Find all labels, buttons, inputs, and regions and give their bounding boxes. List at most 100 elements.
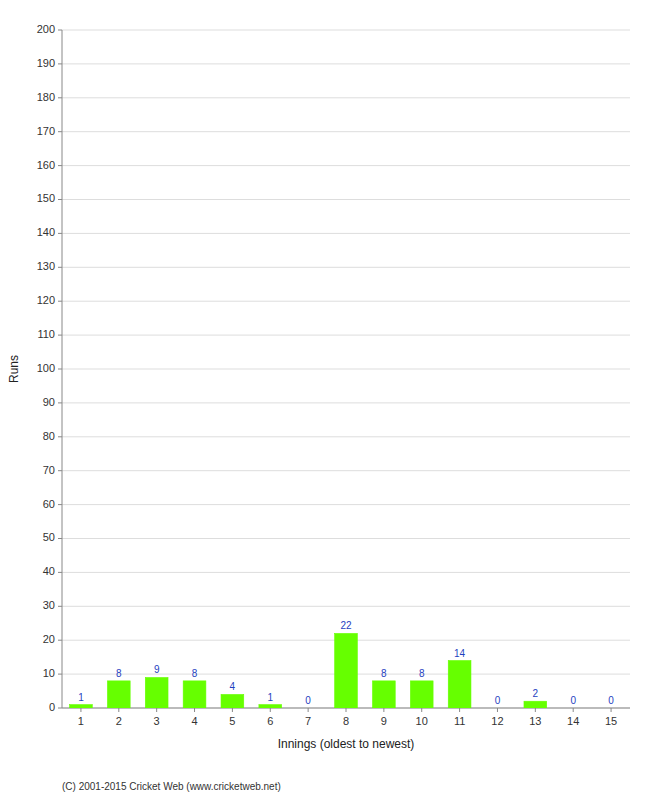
x-tick-label: 12 [491,715,503,727]
data-label: 8 [116,668,122,679]
grid-line [62,538,630,539]
chart-container: 0102030405060708090100110120130140150160… [0,0,650,800]
bar [183,681,206,708]
y-tick-label: 120 [37,294,55,306]
x-tick-label: 9 [381,715,387,727]
y-tick-label: 50 [43,531,55,543]
chart: 0102030405060708090100110120130140150160… [0,0,650,800]
y-tick-label: 140 [37,226,55,238]
x-tick [573,708,574,712]
bar [145,677,168,708]
x-tick [611,708,612,712]
bar [410,681,433,708]
grid [62,30,630,708]
x-axis-label: Innings (oldest to newest) [278,737,415,751]
y-tick [58,30,62,31]
y-tick [58,63,62,64]
x-tick [459,708,460,712]
bar [70,705,93,708]
x-tick-label: 1 [78,715,84,727]
grid-line [62,301,630,302]
y-tick [58,301,62,302]
bars [70,633,547,708]
x-tick [194,708,195,712]
x-tick [156,708,157,712]
y-tick [58,199,62,200]
y-tick [58,674,62,675]
x-tick-label: 15 [605,715,617,727]
data-label: 8 [192,668,198,679]
data-label: 0 [305,695,311,706]
bar [335,633,358,708]
x-tick [308,708,309,712]
bar [297,708,320,709]
grid-line [62,572,630,573]
grid-line [62,470,630,471]
grid-line [62,233,630,234]
footer-note: (C) 2001-2015 Cricket Web (www.cricketwe… [62,781,281,792]
grid-line [62,402,630,403]
x-tick [421,708,422,712]
bar [221,694,244,708]
bar [107,681,130,708]
grid-line [62,97,630,98]
y-tick [58,369,62,370]
grid-line [62,199,630,200]
bar [600,708,623,709]
x-tick-label: 3 [154,715,160,727]
x-tick-label: 6 [267,715,273,727]
grid-line [62,63,630,64]
x-tick [535,708,536,712]
data-label: 8 [419,668,425,679]
y-tick [58,233,62,234]
y-tick [58,640,62,641]
x-tick [383,708,384,712]
y-tick-label: 180 [37,91,55,103]
y-tick [58,402,62,403]
grid-line [62,30,630,31]
x-tick-label: 14 [567,715,579,727]
y-tick-label: 40 [43,565,55,577]
y-tick-label: 160 [37,159,55,171]
y-axis-line [62,30,63,708]
bar [486,708,509,709]
y-tick [58,267,62,268]
x-tick [232,708,233,712]
y-tick-label: 100 [37,362,55,374]
data-label: 1 [78,692,84,703]
grid-line [62,606,630,607]
grid-line [62,436,630,437]
data-label: 1 [267,692,273,703]
y-axis-label: Runs [7,355,21,383]
y-tick-label: 30 [43,599,55,611]
y-tick [58,708,62,709]
data-label: 8 [381,668,387,679]
y-tick-label: 130 [37,260,55,272]
y-tick [58,436,62,437]
data-label: 0 [570,695,576,706]
x-tick [497,708,498,712]
y-tick [58,504,62,505]
y-tick-label: 70 [43,464,55,476]
y-tick-label: 0 [49,701,55,713]
y-tick [58,538,62,539]
grid-line [62,369,630,370]
x-tick-label: 11 [454,715,465,727]
data-label: 0 [495,695,501,706]
grid-line [62,335,630,336]
grid-line [62,267,630,268]
data-label: 0 [608,695,614,706]
y-tick-label: 80 [43,430,55,442]
x-tick-label: 8 [343,715,349,727]
y-tick-label: 200 [37,23,55,35]
x-tick [118,708,119,712]
data-label: 4 [230,681,236,692]
y-tick [58,572,62,573]
y-tick [58,335,62,336]
data-label: 9 [154,664,160,675]
x-tick [346,708,347,712]
x-tick-label: 4 [191,715,197,727]
grid-line [62,165,630,166]
y-tick-label: 90 [43,396,55,408]
x-tick-label: 7 [305,715,311,727]
